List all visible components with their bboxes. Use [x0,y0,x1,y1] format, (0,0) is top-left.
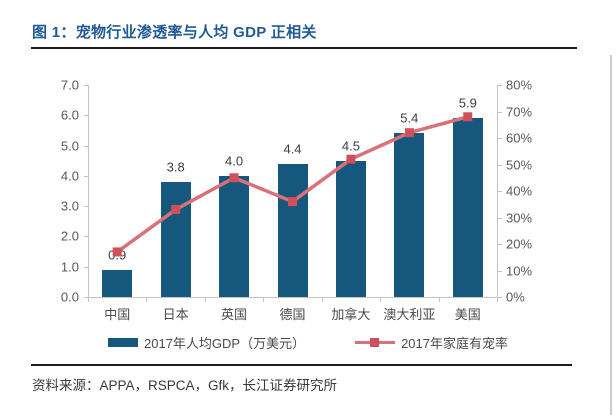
x-axis-tick [88,298,89,302]
right-axis-tick [498,191,502,192]
right-axis-tick-label: 70% [506,104,533,119]
pet-rate-marker [463,112,473,122]
line-marker-icon [370,338,380,347]
pet-rate-marker [112,247,122,257]
figure-title: 图 1：宠物行业渗透率与人均 GDP 正相关 [32,24,317,41]
left-axis-tick-label: 4.0 [60,168,79,184]
pet-rate-marker [346,154,356,164]
pet-rate-line-series [112,112,473,257]
right-axis-tick [498,85,502,86]
x-axis-line [88,297,498,298]
right-axis-tick [498,270,502,272]
legend-label-gdp: 2017年人均GDP（万美元） [143,336,306,351]
category-label: 美国 [454,307,481,322]
pet-rate-marker [229,173,239,183]
x-axis-tick [380,298,382,302]
x-axis-tick [263,298,265,302]
right-axis-tick [498,138,502,139]
left-axis-tick [84,175,88,177]
right-axis-tick [498,297,502,298]
x-axis-tick [321,298,323,302]
left-axis-tick-label: 6.0 [60,107,79,123]
gdp-bar-label: 5.4 [400,110,419,126]
left-axis-tick [84,145,88,147]
y-axis-right-line [497,85,498,297]
legend-item-gdp: 2017年人均GDP（万美元） [107,333,306,352]
left-axis-tick-label: 5.0 [60,138,79,154]
category-label: 澳大利亚 [383,307,436,322]
right-axis-tick [498,164,502,166]
gdp-bar [335,160,366,297]
right-axis-tick [498,111,502,113]
left-axis-tick [84,236,88,238]
right-axis-tick-label: 10% [506,263,533,278]
category-label: 加拿大 [331,307,371,322]
left-axis-tick [84,297,88,298]
x-axis-tick [438,298,440,302]
source-divider [31,364,572,366]
gdp-bar [452,118,483,297]
pet-rate-marker [171,205,181,215]
title-divider [31,47,577,49]
left-axis-tick [84,266,88,268]
category-label: 德国 [279,307,306,322]
pet-rate-marker [404,128,414,138]
right-axis-tick-label: 50% [506,157,533,172]
right-axis-tick [498,217,502,219]
gdp-bar [160,181,191,297]
pet-rate-line [116,115,469,254]
category-label: 英国 [221,307,248,322]
left-axis-tick [84,85,88,86]
gdp-bar-label: 5.9 [458,95,477,111]
page-edge-line [610,55,612,415]
source-note: 资料来源：APPA，RSPCA，Gfk，长江证券研究所 [32,378,338,393]
gdp-bar-label: 3.8 [166,159,185,175]
left-axis-tick-label: 2.0 [60,228,79,244]
legend-item-pet-rate: 2017年家庭有宠率 [355,333,508,352]
x-axis-tick [146,298,148,302]
right-axis-tick [498,244,502,245]
category-label: 日本 [162,307,189,322]
pet-rate-marker [288,197,297,207]
gdp-bar-label: 4.0 [225,153,244,169]
left-axis-tick [84,115,88,117]
chart-legend: 2017年人均GDP（万美元） 2017年家庭有宠率 [0,333,616,352]
x-axis-tick [497,298,498,302]
right-axis-tick-label: 60% [506,130,533,146]
gdp-bar [102,269,133,297]
left-axis-tick-label: 1.0 [60,259,79,275]
left-axis-tick [84,206,88,208]
left-axis-tick-label: 7.0 [60,77,79,93]
gdp-bar-label: 4.5 [341,138,360,154]
y-axis-left-line [88,85,89,297]
right-axis-tick-label: 0% [506,289,525,305]
x-axis-tick [204,298,206,302]
bar-series-swatch-icon [107,338,138,347]
right-axis-tick-label: 80% [506,77,533,93]
gdp-bar [277,163,308,297]
gdp-bar-label: 4.4 [283,141,302,157]
gdp-bar [394,133,425,297]
line-series-swatch-icon [355,338,396,347]
category-label: 中国 [104,307,131,322]
left-axis-tick-label: 3.0 [60,198,79,214]
right-axis-tick-label: 40% [506,183,533,199]
right-axis-tick-label: 20% [506,236,533,252]
legend-label-pet-rate: 2017年家庭有宠率 [401,336,508,351]
right-axis-tick-label: 30% [506,210,533,225]
left-axis-tick-label: 0.0 [60,289,79,305]
gdp-bar [219,175,250,297]
